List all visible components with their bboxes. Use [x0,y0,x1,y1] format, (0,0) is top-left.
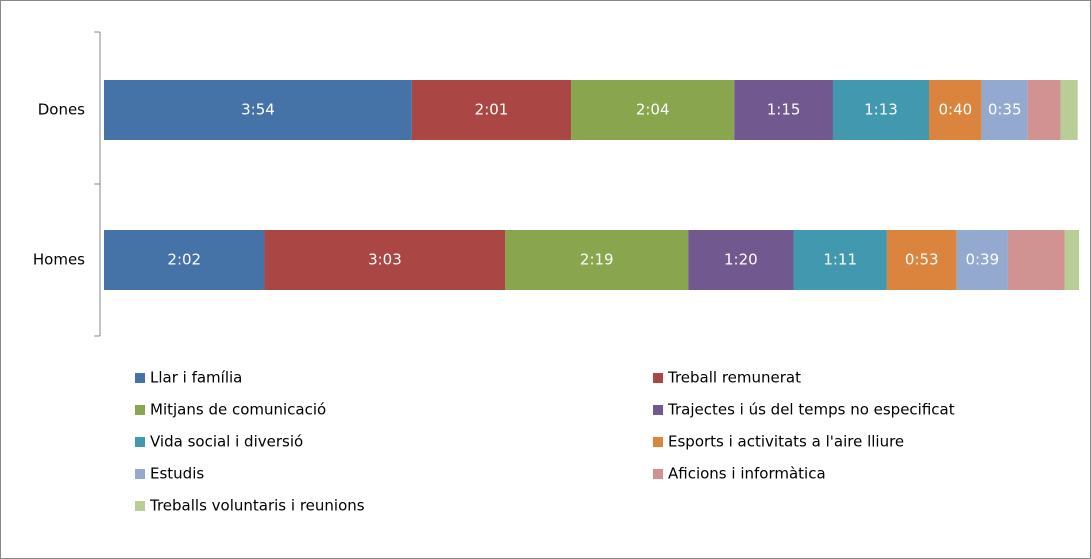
bar-segment [264,230,506,290]
data-label: 3:54 [241,101,275,119]
bar-segment [981,80,1028,140]
data-label: 2:19 [580,251,614,269]
data-label: 1:13 [864,101,898,119]
bar-segment [1064,230,1079,290]
bar-segment [929,80,982,140]
bar-segment [956,230,1008,290]
data-label: 0:53 [905,251,939,269]
legend-label: Esports i activitats a l'aire lliure [668,433,904,451]
bar-segment [734,80,833,140]
data-label: 3:03 [368,251,402,269]
legend-swatch [135,405,145,415]
bar-segment [793,230,887,290]
data-label: 1:11 [823,251,857,269]
data-label: 0:39 [965,251,999,269]
legend-swatch [135,501,145,511]
legend-label: Llar i família [150,369,242,387]
legend-swatch [135,469,145,479]
bar-segment [688,230,794,290]
bar-segment [104,80,412,140]
legend-swatch [653,437,663,447]
bar-segment [505,230,689,290]
legend-swatch [135,437,145,447]
data-label: 2:04 [636,101,670,119]
legend-swatch [135,373,145,383]
data-label: 1:15 [767,101,801,119]
data-label: 0:40 [938,101,972,119]
legend-label: Aficions i informàtica [668,465,826,483]
bar-segment [411,80,572,140]
legend-swatch [653,469,663,479]
legend-label: Vida social i diversió [150,433,303,451]
legend-label: Treballs voluntaris i reunions [149,497,365,515]
data-label: 0:35 [988,101,1022,119]
category-axis [94,31,101,337]
bar-segment [104,230,265,290]
legend-label: Mitjans de comunicació [150,401,326,419]
bar-segment [1060,80,1078,140]
bar-segment [832,80,929,140]
bar-segment [886,230,957,290]
legend-label: Trajectes i ús del temps no especificat [667,401,955,419]
bar-segment [571,80,735,140]
data-label: 1:20 [724,251,758,269]
category-label: Homes [33,251,85,269]
legend-swatch [653,373,663,383]
legend-label: Estudis [150,465,204,483]
legend-label: Treball remunerat [667,369,801,387]
data-label: 2:01 [475,101,509,119]
bar-segment [1007,230,1065,290]
bar-segment [1027,80,1061,140]
legend-swatch [653,405,663,415]
data-label: 2:02 [167,251,201,269]
category-label: Dones [38,101,85,119]
